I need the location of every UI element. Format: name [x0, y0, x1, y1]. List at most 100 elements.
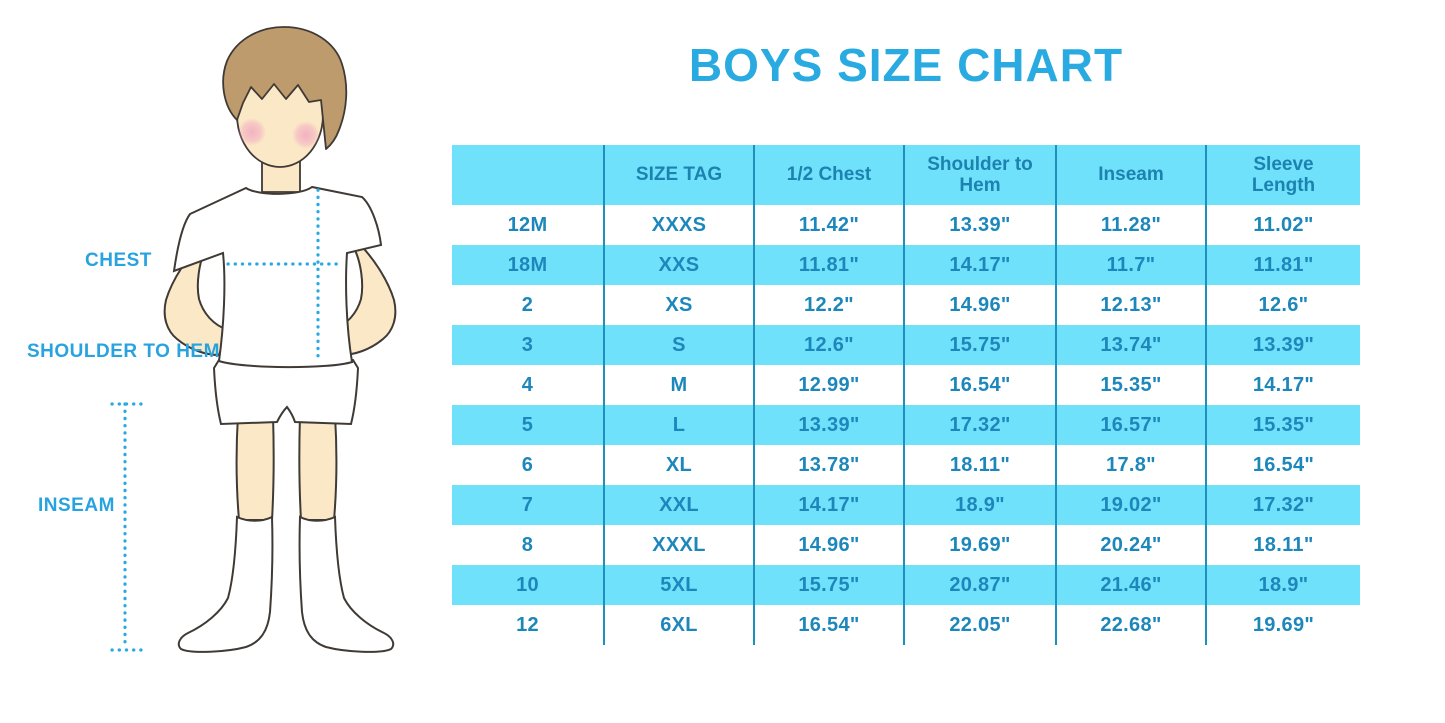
size-tag-cell: XXXL [603, 525, 753, 565]
size-cell: 7 [521, 493, 534, 516]
half-chest-cell: 11.81" [753, 245, 903, 285]
size-tag-cell: 5XL [603, 565, 753, 605]
table-row: 10 5XL 15.75" 20.87" 21.46" 18.9" [452, 565, 1360, 605]
sleeve-length-cell: 19.69" [1205, 605, 1360, 645]
right-leg [298, 414, 338, 521]
chest-label: CHEST [85, 250, 152, 271]
size-tag-cell: S [603, 325, 753, 365]
table-row: 3 S 12.6" 15.75" 13.74" 13.39" [452, 325, 1360, 365]
table-row: 12M XXXS 11.42" 13.39" 11.28" 11.02" [452, 205, 1360, 245]
left-sock [177, 515, 274, 653]
left-blush [238, 118, 266, 146]
size-tag-cell: XXS [603, 245, 753, 285]
size-cell: 2 [521, 293, 534, 316]
sleeve-length-cell: 11.02" [1205, 205, 1360, 245]
table-row: 2 XS 12.2" 14.96" 12.13" 12.6" [452, 285, 1360, 325]
size-tag-cell: XXXS [603, 205, 753, 245]
size-tag-cell: XS [603, 285, 753, 325]
sleeve-length-cell: 18.11" [1205, 525, 1360, 565]
size-table: SIZE TAG 1/2 Chest Shoulder to Hem Insea… [452, 145, 1360, 645]
half-chest-cell: 14.96" [753, 525, 903, 565]
shoulder-to-hem-cell: 17.32" [903, 405, 1055, 445]
size-cell: 10 [516, 573, 539, 596]
shoulder-to-hem-cell: 20.87" [903, 565, 1055, 605]
table-row: 12 6XL 16.54" 22.05" 22.68" 19.69" [452, 605, 1360, 645]
header-cell-half-chest: 1/2 Chest [753, 145, 903, 205]
half-chest-cell: 12.99" [753, 365, 903, 405]
header-cell-size [452, 145, 603, 205]
table-row: 18M XXS 11.81" 14.17" 11.7" 11.81" [452, 245, 1360, 285]
boy-illustration [110, 26, 397, 653]
inseam-cell: 22.68" [1055, 605, 1205, 645]
shoulder-to-hem-cell: 16.54" [903, 365, 1055, 405]
inseam-cell: 17.8" [1055, 445, 1205, 485]
sleeve-length-cell: 15.35" [1205, 405, 1360, 445]
half-chest-cell: 13.78" [753, 445, 903, 485]
inseam-cell: 15.35" [1055, 365, 1205, 405]
half-chest-cell: 15.75" [753, 565, 903, 605]
size-cell: 3 [521, 333, 534, 356]
half-chest-cell: 14.17" [753, 485, 903, 525]
size-tag-cell: M [603, 365, 753, 405]
table-body: 12M XXXS 11.42" 13.39" 11.28" 11.02" 18M XXS 11.… [452, 205, 1360, 645]
shoulder-to-hem-label: SHOULDER TO HEM [27, 341, 220, 362]
sleeve-length-cell: 16.54" [1205, 445, 1360, 485]
size-cell: 4 [521, 373, 534, 396]
size-cell: 5 [521, 413, 534, 436]
t-shirt [172, 185, 383, 369]
shorts [212, 359, 360, 426]
inseam-cell: 11.7" [1055, 245, 1205, 285]
half-chest-cell: 13.39" [753, 405, 903, 445]
inseam-cell: 11.28" [1055, 205, 1205, 245]
measurement-figure: CHEST SHOULDER TO HEM INSEAM [0, 0, 450, 723]
inseam-cell: 13.74" [1055, 325, 1205, 365]
half-chest-cell: 12.2" [753, 285, 903, 325]
size-cell: 12M [507, 213, 548, 236]
shoulder-to-hem-cell: 15.75" [903, 325, 1055, 365]
table-row: 4 M 12.99" 16.54" 15.35" 14.17" [452, 365, 1360, 405]
header-cell-size-tag: SIZE TAG [603, 145, 753, 205]
inseam-cell: 16.57" [1055, 405, 1205, 445]
inseam-cell: 12.13" [1055, 285, 1205, 325]
sleeve-length-cell: 11.81" [1205, 245, 1360, 285]
inseam-cell: 21.46" [1055, 565, 1205, 605]
right-blush [292, 121, 320, 149]
inseam-cell: 20.24" [1055, 525, 1205, 565]
sleeve-length-cell: 12.6" [1205, 285, 1360, 325]
size-cell: 8 [521, 533, 534, 556]
size-cell: 6 [521, 453, 534, 476]
shoulder-to-hem-cell: 14.17" [903, 245, 1055, 285]
half-chest-cell: 16.54" [753, 605, 903, 645]
size-tag-cell: L [603, 405, 753, 445]
sleeve-length-cell: 18.9" [1205, 565, 1360, 605]
size-tag-cell: 6XL [603, 605, 753, 645]
table-row: 7 XXL 14.17" 18.9" 19.02" 17.32" [452, 485, 1360, 525]
page-title: BOYS SIZE CHART [688, 39, 1124, 91]
header-cell-inseam: Inseam [1055, 145, 1205, 205]
hair [222, 26, 348, 150]
half-chest-cell: 12.6" [753, 325, 903, 365]
sleeve-length-cell: 14.17" [1205, 365, 1360, 405]
shoulder-to-hem-cell: 18.11" [903, 445, 1055, 485]
left-arm [163, 237, 230, 357]
size-tag-cell: XL [603, 445, 753, 485]
shoulder-to-hem-cell: 13.39" [903, 205, 1055, 245]
table-row: 5 L 13.39" 17.32" 16.57" 15.35" [452, 405, 1360, 445]
table-header-row: SIZE TAG 1/2 Chest Shoulder to Hem Insea… [452, 145, 1360, 205]
size-cell: 18M [507, 253, 548, 276]
left-leg [235, 414, 275, 521]
sleeve-length-cell: 13.39" [1205, 325, 1360, 365]
table-row: 8 XXXL 14.96" 19.69" 20.24" 18.11" [452, 525, 1360, 565]
half-chest-cell: 11.42" [753, 205, 903, 245]
table-row: 6 XL 13.78" 18.11" 17.8" 16.54" [452, 445, 1360, 485]
inseam-cell: 19.02" [1055, 485, 1205, 525]
shoulder-to-hem-cell: 18.9" [903, 485, 1055, 525]
size-tag-cell: XXL [603, 485, 753, 525]
header-cell-shoulder-to-hem: Shoulder to Hem [903, 145, 1055, 205]
size-cell: 12 [516, 613, 539, 636]
sleeve-length-cell: 17.32" [1205, 485, 1360, 525]
right-sock [298, 515, 395, 653]
shoulder-to-hem-cell: 22.05" [903, 605, 1055, 645]
inseam-label: INSEAM [38, 495, 115, 516]
